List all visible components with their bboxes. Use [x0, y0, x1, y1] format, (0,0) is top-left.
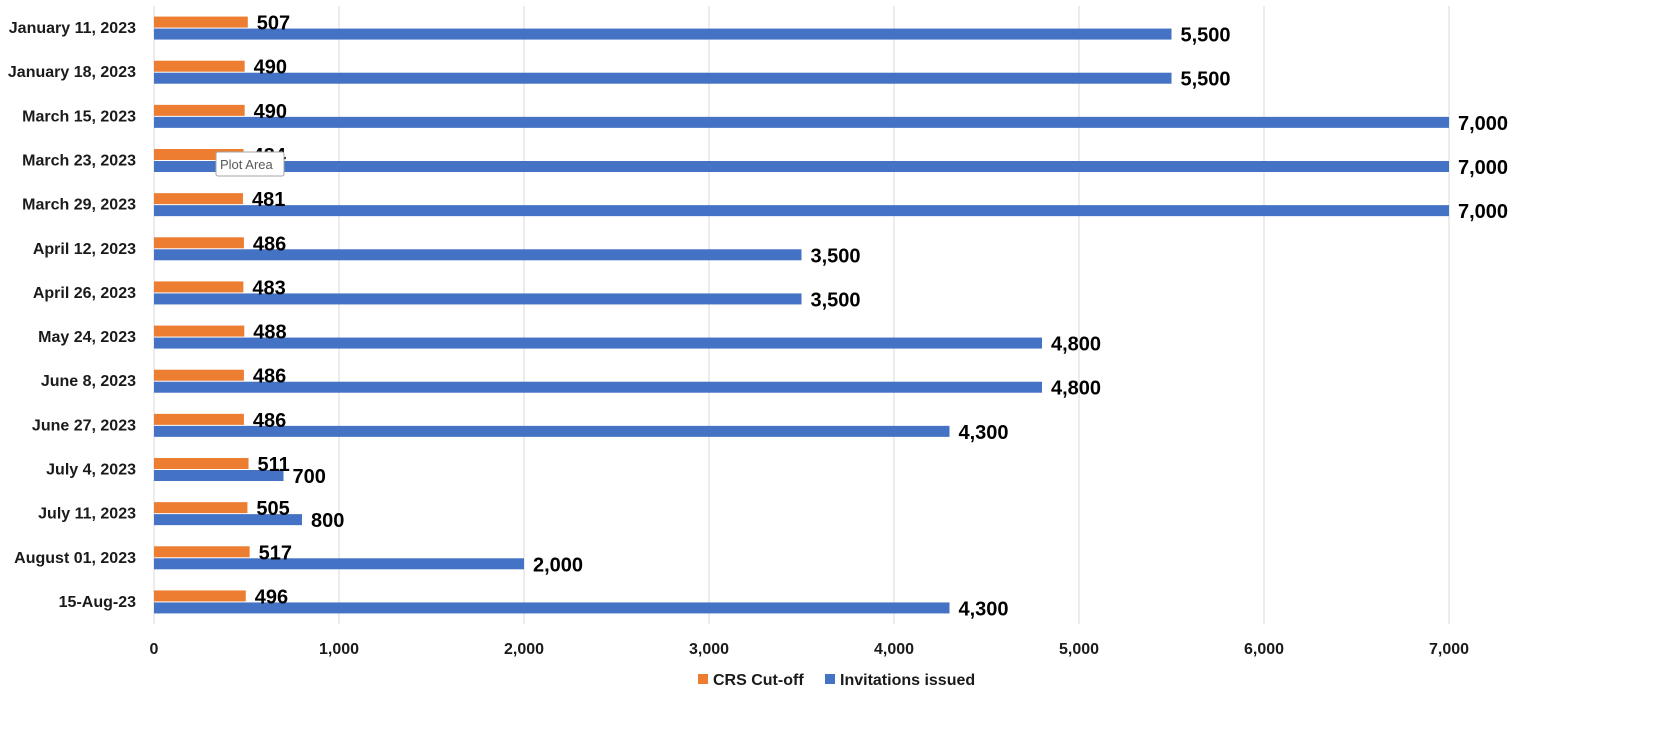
- data-label-invitations-issued: 7,000: [1458, 113, 1508, 135]
- x-tick-label: 5,000: [1059, 641, 1099, 658]
- data-label-crs-cutoff: 483: [252, 277, 285, 299]
- category-label: March 15, 2023: [22, 108, 136, 125]
- data-label-crs-cutoff: 486: [253, 233, 286, 255]
- bar-invitations-issued[interactable]: [154, 558, 524, 570]
- data-label-invitations-issued: 4,300: [959, 422, 1009, 444]
- category-label: April 12, 2023: [33, 241, 136, 258]
- data-label-invitations-issued: 800: [311, 510, 344, 532]
- bar-invitations-issued[interactable]: [154, 72, 1172, 84]
- bar-crs-cutoff[interactable]: [154, 590, 246, 602]
- bar-invitations-issued[interactable]: [154, 381, 1042, 393]
- x-tick-label: 6,000: [1244, 641, 1284, 658]
- data-label-invitations-issued: 4,300: [959, 598, 1009, 620]
- data-label-invitations-issued: 5,500: [1181, 69, 1231, 91]
- x-tick-label: 0: [150, 641, 159, 658]
- legend-swatch[interactable]: [825, 674, 835, 684]
- legend-label[interactable]: Invitations issued: [840, 672, 975, 689]
- category-label: June 27, 2023: [32, 417, 136, 434]
- data-label-invitations-issued: 3,500: [811, 245, 861, 267]
- data-label-invitations-issued: 5,500: [1181, 25, 1231, 47]
- bar-invitations-issued[interactable]: [154, 425, 950, 437]
- bar-invitations-issued[interactable]: [154, 28, 1172, 40]
- data-label-invitations-issued: 4,800: [1051, 378, 1101, 400]
- bar-invitations-issued[interactable]: [154, 249, 802, 261]
- category-label: July 11, 2023: [38, 506, 136, 523]
- bar-crs-cutoff[interactable]: [154, 16, 248, 28]
- bars: [154, 16, 1449, 614]
- category-label: August 01, 2023: [14, 550, 136, 567]
- data-label-invitations-issued: 2,000: [533, 554, 583, 576]
- data-label-invitations-issued: 4,800: [1051, 334, 1101, 356]
- x-tick-label: 3,000: [689, 641, 729, 658]
- legend-swatch[interactable]: [698, 674, 708, 684]
- x-tick-label: 2,000: [504, 641, 544, 658]
- bar-crs-cutoff[interactable]: [154, 369, 244, 381]
- data-label-invitations-issued: 700: [293, 466, 326, 488]
- data-label-crs-cutoff: 486: [253, 410, 286, 432]
- bar-invitations-issued[interactable]: [154, 514, 302, 526]
- bar-invitations-issued[interactable]: [154, 293, 802, 305]
- category-label: March 23, 2023: [22, 153, 136, 170]
- data-label-crs-cutoff: 517: [259, 542, 292, 564]
- plot-area-tooltip: Plot Area: [215, 151, 285, 177]
- bar-invitations-issued[interactable]: [154, 205, 1449, 217]
- bar-invitations-issued[interactable]: [154, 116, 1449, 128]
- bar-crs-cutoff[interactable]: [154, 281, 244, 293]
- bar-crs-cutoff[interactable]: [154, 60, 245, 72]
- category-label: January 18, 2023: [8, 64, 136, 81]
- data-label-crs-cutoff: 486: [253, 366, 286, 388]
- data-label-crs-cutoff: 490: [254, 57, 287, 79]
- data-label-crs-cutoff: 490: [254, 101, 287, 123]
- bar-invitations-issued[interactable]: [154, 161, 1449, 172]
- data-label-crs-cutoff: 505: [256, 498, 289, 520]
- tooltip-text: Plot Area: [220, 157, 274, 172]
- data-label-crs-cutoff: 488: [253, 322, 286, 344]
- gridlines: [153, 6, 1450, 624]
- data-label-invitations-issued: 7,000: [1458, 201, 1508, 223]
- category-label: July 4, 2023: [46, 462, 136, 479]
- data-label-crs-cutoff: 511: [258, 454, 290, 476]
- category-label: April 26, 2023: [33, 285, 136, 302]
- value-axis: 0 1,000 2,000 3,000 4,000 5,000 6,000 7,000: [150, 641, 1470, 658]
- bar-invitations-issued[interactable]: [154, 337, 1042, 349]
- bar-crs-cutoff[interactable]: [154, 149, 244, 160]
- tooltip-box: [215, 151, 285, 177]
- data-label-crs-cutoff: 507: [257, 13, 290, 35]
- x-tick-label: 1,000: [319, 641, 359, 658]
- category-label: 15-Aug-23: [59, 594, 136, 611]
- bar-invitations-issued[interactable]: [154, 470, 284, 481]
- x-tick-label: 7,000: [1429, 641, 1469, 658]
- category-axis: January 11, 2023 January 18, 2023 March 15…: [8, 20, 136, 611]
- category-label: June 8, 2023: [41, 373, 136, 390]
- category-label: January 11, 2023: [9, 20, 136, 37]
- bar-crs-cutoff[interactable]: [154, 237, 244, 249]
- bar-crs-cutoff[interactable]: [154, 104, 245, 116]
- data-label-crs-cutoff: 496: [255, 586, 288, 608]
- legend-label[interactable]: CRS Cut-off: [713, 672, 804, 689]
- bar-crs-cutoff[interactable]: [154, 193, 243, 205]
- bar-crs-cutoff[interactable]: [154, 546, 250, 558]
- data-label-invitations-issued: 7,000: [1458, 157, 1508, 179]
- category-label: March 29, 2023: [22, 197, 136, 214]
- data-labels: 5075,5004905,5004907,0004847,0004817,000…: [252, 13, 1508, 621]
- bar-crs-cutoff[interactable]: [154, 458, 249, 469]
- bar-crs-cutoff[interactable]: [154, 413, 244, 425]
- category-label: May 24, 2023: [38, 329, 136, 346]
- data-label-crs-cutoff: 481: [252, 189, 285, 211]
- bar-crs-cutoff[interactable]: [154, 502, 248, 514]
- data-label-invitations-issued: 3,500: [811, 289, 861, 311]
- bar-invitations-issued[interactable]: [154, 602, 950, 614]
- x-tick-label: 4,000: [874, 641, 914, 658]
- legend[interactable]: CRS Cut-off Invitations issued: [698, 672, 975, 689]
- bar-crs-cutoff[interactable]: [154, 325, 245, 337]
